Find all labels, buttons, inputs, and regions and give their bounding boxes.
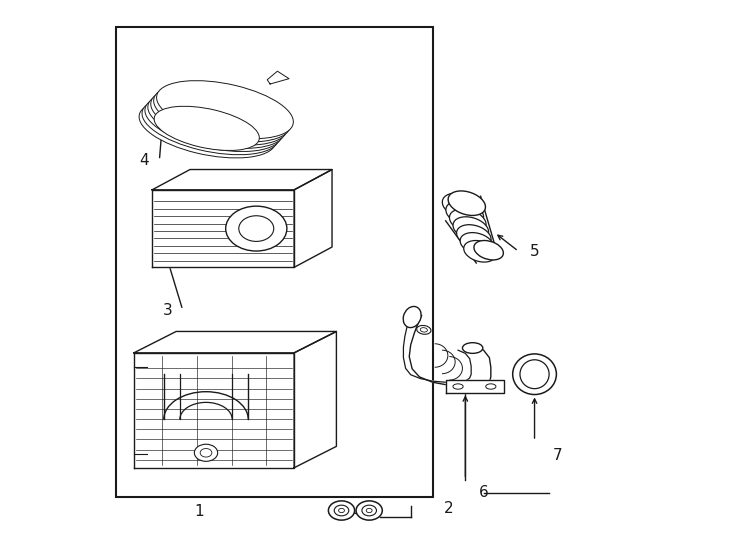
Ellipse shape [474,240,504,260]
Ellipse shape [145,93,282,152]
Polygon shape [267,71,289,84]
Ellipse shape [453,384,463,389]
Ellipse shape [448,191,485,215]
Ellipse shape [328,501,355,520]
Ellipse shape [225,206,287,251]
Ellipse shape [520,360,549,389]
Ellipse shape [142,97,279,155]
Polygon shape [152,170,332,190]
Ellipse shape [417,326,431,334]
Text: 4: 4 [139,153,148,168]
Ellipse shape [239,216,274,241]
Ellipse shape [512,354,556,395]
Ellipse shape [200,449,212,457]
Ellipse shape [148,90,285,148]
Ellipse shape [446,201,484,226]
Text: 5: 5 [529,244,539,259]
Ellipse shape [453,217,489,240]
Text: 3: 3 [163,302,172,318]
Ellipse shape [457,225,491,248]
Bar [116,27,432,497]
Ellipse shape [338,508,344,512]
Text: 6: 6 [479,485,488,501]
Ellipse shape [356,501,382,520]
Polygon shape [294,332,336,468]
Polygon shape [294,170,332,267]
Ellipse shape [153,84,291,142]
Ellipse shape [443,193,481,219]
Ellipse shape [366,508,372,512]
Ellipse shape [460,233,493,255]
Ellipse shape [150,87,288,145]
Ellipse shape [139,100,276,158]
Ellipse shape [195,444,218,461]
Ellipse shape [403,306,421,328]
Text: 1: 1 [195,504,204,519]
Ellipse shape [362,505,377,516]
Polygon shape [134,353,294,468]
Polygon shape [404,315,491,387]
Ellipse shape [154,106,259,151]
Ellipse shape [421,328,427,332]
Ellipse shape [449,209,486,233]
Polygon shape [446,380,504,393]
Text: 2: 2 [443,502,453,516]
Polygon shape [152,190,294,267]
Ellipse shape [156,80,294,139]
Ellipse shape [464,240,496,262]
Ellipse shape [334,505,349,516]
Text: 7: 7 [553,448,562,463]
Polygon shape [134,332,336,353]
Ellipse shape [462,343,483,353]
Ellipse shape [486,384,496,389]
